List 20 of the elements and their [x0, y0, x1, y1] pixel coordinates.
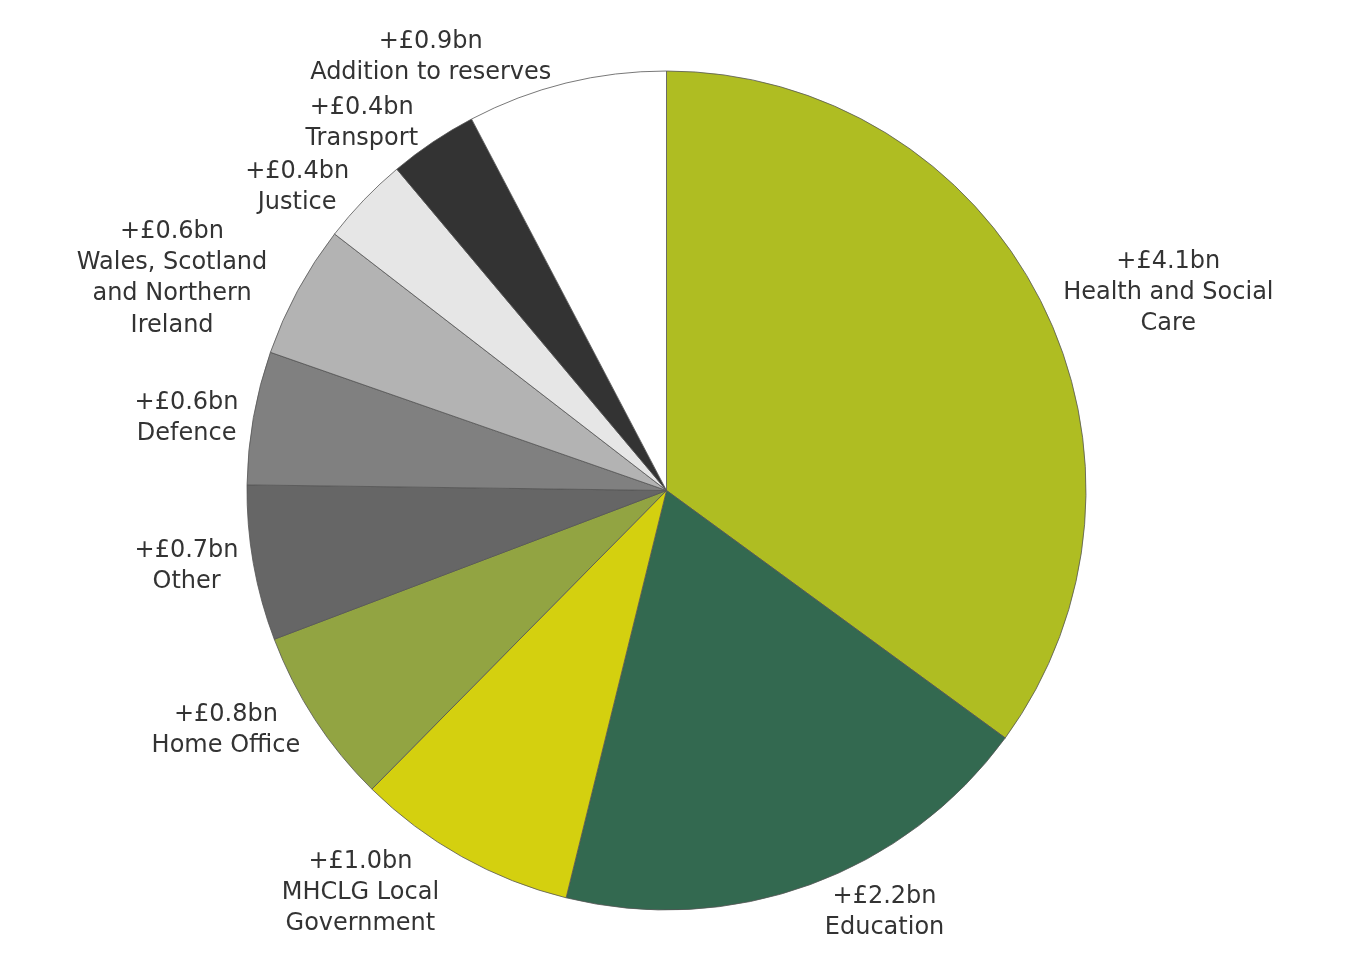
data-label: +£1.0bn — [308, 845, 413, 874]
data-label: +£0.4bn — [245, 156, 350, 185]
slice-label: Justice — [255, 187, 337, 216]
data-label: +£0.7bn — [134, 534, 239, 563]
data-label: +£0.6bn — [134, 387, 239, 416]
data-label: +£0.4bn — [309, 92, 414, 121]
data-label: +£0.6bn — [120, 215, 225, 244]
slice-label: MHCLG Local Government — [281, 877, 440, 937]
slice-label: Home Office — [151, 729, 301, 758]
slice-label: Other — [152, 565, 221, 594]
slice-label: Defence — [136, 418, 237, 447]
slice-label: Addition to reserves — [310, 56, 552, 85]
data-label: +£0.8bn — [173, 698, 278, 727]
slice-label: Health and Social Care — [1063, 277, 1274, 337]
slice-label: Wales, Scotland and Northern Ireland — [76, 247, 268, 338]
data-label: +£0.9bn — [378, 25, 483, 54]
slice-label: Education — [824, 912, 945, 941]
slice-label: Transport — [304, 123, 419, 152]
data-label: +£2.2bn — [832, 881, 937, 910]
data-label: +£4.1bn — [1116, 246, 1221, 275]
